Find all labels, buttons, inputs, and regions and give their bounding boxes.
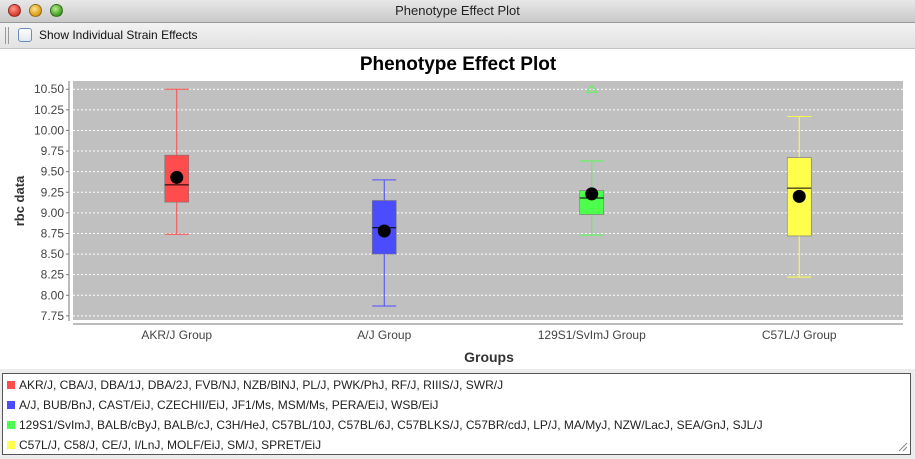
window-titlebar: Phenotype Effect Plot xyxy=(0,0,915,23)
x-tick-label: 129S1/SvImJ Group xyxy=(538,328,646,342)
show-individual-strain-effects-label[interactable]: Show Individual Strain Effects xyxy=(39,28,198,42)
minimize-window-button[interactable] xyxy=(29,4,42,17)
phenotype-effect-chart: Phenotype Effect Plot 7.75 8.00 8.25 8.50 8.… xyxy=(12,54,903,365)
box-plot xyxy=(371,179,397,307)
y-tick-label: 8.00 xyxy=(41,288,65,302)
y-axis-label: rbc data xyxy=(12,175,27,226)
x-axis: AKR/J Group A/J Group 129S1/SvImJ Group C57… xyxy=(73,323,903,342)
y-tick-label: 9.25 xyxy=(41,185,65,199)
toolbar-grip[interactable] xyxy=(5,27,9,44)
chart-title: Phenotype Effect Plot xyxy=(360,54,557,75)
box-plot xyxy=(786,115,812,278)
chart-area: Phenotype Effect Plot 7.75 8.00 8.25 8.50 8.… xyxy=(0,49,915,369)
legend-swatch xyxy=(7,440,15,449)
legend-item: A/J, BUB/BnJ, CAST/EiJ, CZECHII/EiJ, JF1… xyxy=(7,395,438,415)
y-tick-label: 9.75 xyxy=(41,144,65,158)
legend-swatch xyxy=(7,380,15,389)
legend-swatch xyxy=(7,420,15,429)
close-window-button[interactable] xyxy=(8,4,21,17)
y-tick-label: 9.00 xyxy=(41,206,65,220)
legend-label: C57L/J, C58/J, CE/J, I/LnJ, MOLF/EiJ, SM… xyxy=(19,438,322,452)
box-plot xyxy=(579,84,605,236)
legend-item: C57L/J, C58/J, CE/J, I/LnJ, MOLF/EiJ, SM… xyxy=(7,435,321,455)
x-axis-label: Groups xyxy=(464,349,514,365)
plot-background xyxy=(73,81,903,320)
show-individual-strain-effects-checkbox[interactable] xyxy=(18,28,32,42)
y-tick-label: 10.25 xyxy=(34,103,64,117)
box-plots xyxy=(164,84,812,307)
legend-item: 129S1/SvImJ, BALB/cByJ, BALB/cJ, C3H/HeJ… xyxy=(7,415,763,435)
y-tick-label: 8.75 xyxy=(41,226,65,240)
mean-point xyxy=(792,189,806,203)
legend: AKR/J, CBA/J, DBA/1J, DBA/2J, FVB/NJ, NZ… xyxy=(2,373,911,455)
x-tick-label: C57L/J Group xyxy=(762,328,837,342)
legend-label: AKR/J, CBA/J, DBA/1J, DBA/2J, FVB/NJ, NZ… xyxy=(19,378,504,392)
x-tick-label: A/J Group xyxy=(357,328,411,342)
box-plot xyxy=(164,88,190,235)
y-tick-label: 7.75 xyxy=(41,309,65,323)
y-tick-label: 8.25 xyxy=(41,268,65,282)
mean-point xyxy=(170,170,184,184)
y-tick-label: 10.00 xyxy=(34,123,64,137)
legend-label: 129S1/SvImJ, BALB/cByJ, BALB/cJ, C3H/HeJ… xyxy=(19,418,763,432)
resize-grip-icon[interactable] xyxy=(898,442,908,452)
y-tick-label: 8.50 xyxy=(41,247,65,261)
x-tick-label: AKR/J Group xyxy=(141,328,212,342)
window-title: Phenotype Effect Plot xyxy=(395,3,520,18)
outlier-marker xyxy=(585,84,598,93)
mean-point xyxy=(377,224,391,238)
legend-item: AKR/J, CBA/J, DBA/1J, DBA/2J, FVB/NJ, NZ… xyxy=(7,375,503,395)
y-axis: 7.75 8.00 8.25 8.50 8.75 9.00 9.25 9.50 9.75 10.0… xyxy=(34,81,70,323)
y-tick-label: 10.50 xyxy=(34,82,64,96)
zoom-window-button[interactable] xyxy=(50,4,63,17)
legend-label: A/J, BUB/BnJ, CAST/EiJ, CZECHII/EiJ, JF1… xyxy=(19,398,439,412)
y-tick-label: 9.50 xyxy=(41,165,65,179)
toolbar: Show Individual Strain Effects xyxy=(0,23,915,49)
legend-swatch xyxy=(7,400,15,409)
mean-point xyxy=(585,187,599,201)
